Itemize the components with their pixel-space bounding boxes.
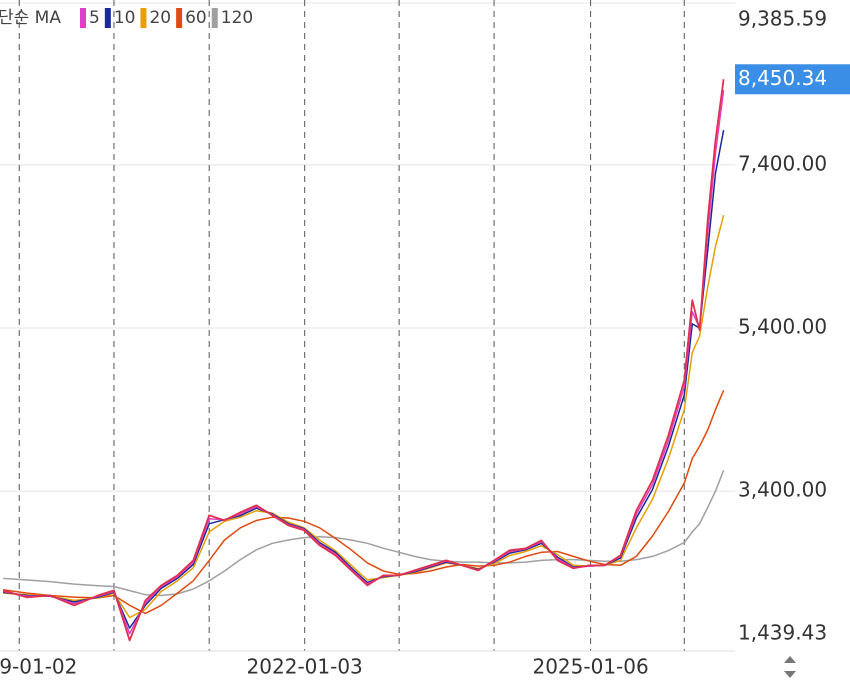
x-tick-label: 2022-01-03 xyxy=(247,655,363,679)
legend-label: 20 xyxy=(149,8,171,28)
legend-swatch xyxy=(140,8,147,28)
y-tick-label: 1,439.43 xyxy=(738,621,827,645)
legend-label: 10 xyxy=(114,8,136,28)
legend-swatch xyxy=(211,8,218,28)
legend-label: 60 xyxy=(185,8,207,28)
y-tick-label: 9,385.59 xyxy=(738,7,827,31)
legend-label: 5 xyxy=(89,8,100,28)
legend-swatch xyxy=(80,8,86,28)
ma-line xyxy=(3,470,725,597)
ma-line xyxy=(2,390,725,615)
legend: 단순 MA 5 10 20 60 120 xyxy=(0,8,253,28)
legend-label: 120 xyxy=(221,8,253,28)
scale-toggle-icon[interactable] xyxy=(784,656,796,678)
axes: 1,439.43 3,400.00 5,400.00 7,400.00 9,385.59… xyxy=(0,7,850,679)
y-tick-label: 3,400.00 xyxy=(738,478,827,502)
current-price-label: 8,450.34 xyxy=(738,66,827,90)
y-tick-label: 7,400.00 xyxy=(738,151,827,175)
plot-area xyxy=(2,79,725,642)
legend-swatch xyxy=(176,8,183,28)
legend-title: 단순 MA xyxy=(0,8,61,28)
y-tick-label: 5,400.00 xyxy=(738,315,827,339)
grid xyxy=(0,0,735,652)
legend-swatch xyxy=(104,8,111,28)
x-tick-label: 2025-01-06 xyxy=(532,655,648,679)
price-line xyxy=(2,79,725,642)
x-tick-label: 2019-01-02 xyxy=(0,655,77,679)
current-price-badge xyxy=(735,64,850,95)
